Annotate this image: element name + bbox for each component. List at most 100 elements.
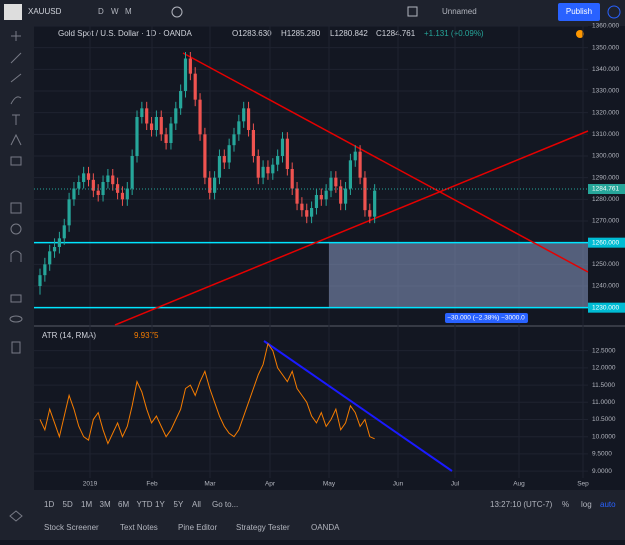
candle-body: [164, 134, 168, 143]
y-tick-label: 9.0000: [592, 468, 612, 475]
candle-body: [353, 151, 357, 161]
tool[interactable]: [10, 294, 22, 303]
tool[interactable]: [10, 96, 22, 105]
tab[interactable]: Pine Editor: [178, 523, 217, 532]
range-button[interactable]: 1M: [81, 500, 92, 509]
candle-body: [266, 166, 270, 174]
checkbox[interactable]: [407, 6, 418, 17]
candle-body: [145, 108, 149, 124]
x-tick-label: Sep: [577, 481, 589, 488]
percent[interactable]: %: [562, 500, 569, 509]
candle-body: [91, 179, 95, 191]
tab[interactable]: OANDA: [311, 523, 340, 532]
trend-line: [182, 52, 589, 273]
y-tick-label: 1330.000: [592, 88, 619, 95]
tab[interactable]: Stock Screener: [44, 523, 99, 532]
candle-body: [130, 156, 134, 189]
candle-body: [120, 192, 125, 200]
range-button[interactable]: 5D: [63, 500, 73, 509]
candle-body: [159, 117, 163, 135]
candle-body: [305, 210, 309, 217]
candle-body: [368, 210, 372, 217]
candle-body: [222, 156, 226, 163]
tool[interactable]: [10, 133, 22, 146]
tool[interactable]: [10, 250, 22, 262]
candle-body: [67, 199, 71, 226]
candle-body: [57, 238, 61, 247]
candle-body: [62, 225, 66, 239]
tab[interactable]: Strategy Tester: [236, 523, 290, 532]
candle-body: [339, 186, 343, 204]
legend-h: H1285.280: [281, 29, 321, 38]
price-axis-bg: [588, 26, 625, 490]
y-tick-label: 11.5000: [592, 382, 615, 389]
auto[interactable]: auto: [600, 500, 616, 509]
publish-label[interactable]: Publish: [566, 7, 592, 16]
candle-body: [348, 160, 352, 189]
range-button[interactable]: 6M: [118, 500, 129, 509]
candle-body: [169, 123, 173, 143]
interval[interactable]: M: [125, 7, 132, 16]
candle-body: [300, 203, 304, 211]
level-tag: [588, 302, 625, 313]
goto[interactable]: Go to...: [212, 500, 238, 509]
tab[interactable]: Text Notes: [120, 523, 158, 532]
tool[interactable]: [9, 315, 23, 323]
tool[interactable]: [10, 223, 22, 235]
y-tick-label: 11.0000: [592, 399, 615, 406]
symbol[interactable]: XAUUSD: [28, 7, 62, 16]
candle-body: [174, 108, 178, 124]
tool[interactable]: [10, 156, 22, 166]
candle-body: [358, 151, 362, 178]
candle-body: [203, 134, 207, 178]
legend-name: Gold Spot / U.S. Dollar · 1D · OANDA: [58, 29, 192, 38]
candle-body: [261, 166, 265, 178]
range-button[interactable]: 1Y: [155, 500, 165, 509]
avatar[interactable]: [4, 4, 22, 20]
level-label: 1260.000: [592, 239, 619, 246]
y-tick-label: 1290.000: [592, 174, 619, 181]
range-button[interactable]: All: [192, 500, 201, 509]
candle-body: [149, 123, 154, 130]
range-button[interactable]: YTD: [137, 500, 153, 509]
range-button[interactable]: 3M: [100, 500, 111, 509]
tool[interactable]: [10, 202, 22, 214]
candle-body: [82, 173, 86, 182]
candle-body: [242, 108, 246, 122]
level-label: 1230.000: [592, 304, 619, 311]
candle-body: [295, 188, 299, 204]
candle-body: [96, 190, 100, 195]
candle-body: [329, 177, 333, 191]
tool[interactable]: [9, 510, 23, 522]
candle-body: [276, 156, 280, 165]
clock: 13:27:10 (UTC-7): [490, 500, 553, 509]
tool[interactable]: [10, 52, 22, 64]
interval[interactable]: W: [111, 7, 119, 16]
atr-name: ATR (14, RMA): [42, 331, 96, 340]
publish-button[interactable]: [558, 3, 600, 21]
range-button[interactable]: 1D: [44, 500, 54, 509]
candle-body: [256, 156, 260, 178]
tool[interactable]: [11, 341, 21, 354]
candle-body: [77, 182, 81, 189]
replay-icon[interactable]: [607, 5, 621, 19]
candle-body: [179, 91, 183, 109]
layout-name[interactable]: Unnamed: [442, 7, 477, 16]
add-icon[interactable]: [171, 6, 183, 18]
candle-body: [310, 208, 314, 217]
candle-body: [213, 177, 217, 193]
candle-body: [198, 99, 202, 135]
candle-body: [251, 130, 255, 156]
tool[interactable]: [12, 114, 20, 125]
candle-body: [154, 117, 158, 130]
range-button[interactable]: 5Y: [174, 500, 184, 509]
alert-icon[interactable]: [576, 30, 584, 38]
interval[interactable]: D: [98, 7, 104, 16]
tool[interactable]: [10, 73, 22, 83]
y-tick-label: 1240.000: [592, 283, 619, 290]
log[interactable]: log: [581, 500, 592, 509]
trend-line: [263, 340, 453, 472]
candle-body: [140, 108, 144, 117]
